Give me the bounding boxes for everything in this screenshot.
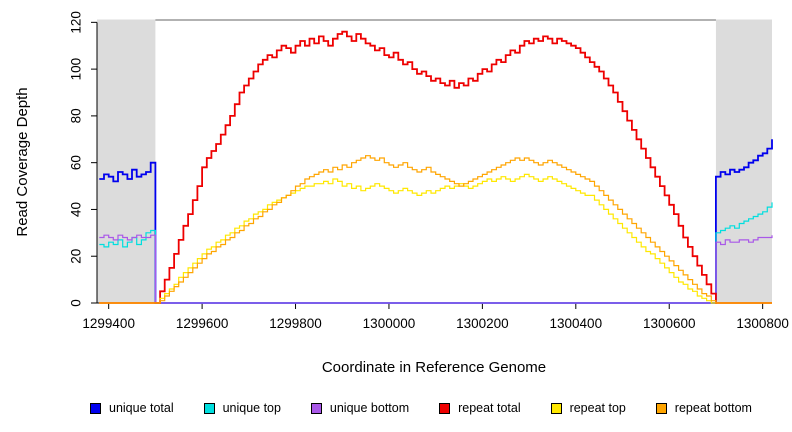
- x-tick-label: 1299400: [82, 316, 135, 331]
- series-repeat-top: [99, 173, 772, 304]
- x-tick-label: 1300400: [550, 316, 603, 331]
- legend-swatch-unique-top: [203, 402, 215, 414]
- series-repeat-bottom: [99, 155, 772, 304]
- x-tick-label: 1299800: [269, 316, 322, 331]
- legend-item-unique-top: unique top: [203, 401, 281, 415]
- y-tick-label: 100: [69, 58, 84, 81]
- legend-swatch-unique-bottom: [310, 402, 322, 414]
- y-tick-label: 0: [69, 299, 84, 307]
- legend-item-unique-total: unique total: [90, 401, 174, 415]
- legend-item-repeat-bottom: repeat bottom: [655, 401, 752, 415]
- legend-label: unique top: [222, 401, 281, 415]
- shaded-region-1: [715, 19, 772, 303]
- y-tick-label: 20: [69, 249, 84, 264]
- legend-label: repeat bottom: [674, 401, 752, 415]
- series-unique-total: [99, 139, 773, 304]
- x-tick-label: 1300800: [736, 316, 789, 331]
- y-axis-title: Read Coverage Depth: [14, 87, 31, 236]
- legend-item-unique-bottom: unique bottom: [310, 401, 410, 415]
- x-tick-label: 1300600: [643, 316, 696, 331]
- y-tick-label: 60: [69, 155, 84, 170]
- legend-label: unique bottom: [329, 401, 410, 415]
- legend-swatch-repeat-top: [550, 402, 562, 414]
- y-tick-label: 120: [69, 11, 84, 34]
- legend-label: unique total: [109, 401, 174, 415]
- legend: unique total unique top unique bottom repea…: [90, 396, 752, 420]
- legend-label: repeat top: [569, 401, 626, 415]
- x-tick-label: 1300200: [456, 316, 509, 331]
- legend-swatch-repeat-total: [439, 402, 451, 414]
- shaded-region-0: [97, 19, 156, 303]
- legend-swatch-unique-total: [90, 402, 101, 414]
- legend-item-repeat-total: repeat total: [439, 401, 521, 415]
- series-unique-bottom: [99, 234, 773, 304]
- series-repeat-total: [99, 30, 772, 304]
- legend-swatch-repeat-bottom: [655, 402, 667, 414]
- x-tick-label: 1299600: [176, 316, 229, 331]
- y-tick-label: 80: [69, 108, 84, 123]
- x-axis-title: Coordinate in Reference Genome: [322, 359, 546, 376]
- series-unique-top: [99, 202, 773, 304]
- legend-item-repeat-top: repeat top: [550, 401, 626, 415]
- legend-label: repeat total: [458, 401, 521, 415]
- y-tick-label: 40: [69, 202, 84, 217]
- x-tick-label: 1300000: [363, 316, 416, 331]
